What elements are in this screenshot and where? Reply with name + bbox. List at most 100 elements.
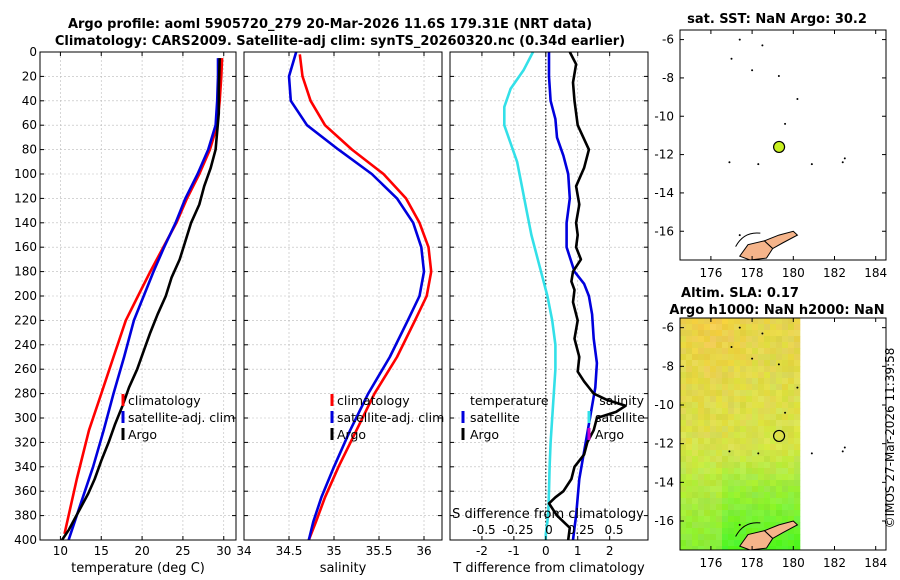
heat-cell [728, 414, 735, 421]
heat-cell [782, 498, 789, 505]
heat-cell [686, 546, 693, 550]
heat-cell [770, 396, 777, 403]
heat-cell [746, 414, 753, 421]
heat-cell [740, 390, 747, 397]
y-tick-label: 180 [14, 265, 37, 279]
heat-cell [692, 402, 699, 409]
heat-cell [704, 522, 711, 529]
heat-cell [782, 378, 789, 385]
heat-cell [776, 492, 783, 499]
heat-cell [722, 486, 729, 493]
legend-label: climatology [128, 393, 201, 408]
islet-dot [784, 411, 787, 414]
heat-cell [734, 426, 741, 433]
heat-cell [710, 438, 717, 445]
heat-cell [704, 378, 711, 385]
heat-cell [728, 408, 735, 415]
heat-cell [746, 516, 753, 523]
heat-cell [794, 360, 801, 367]
heat-cell [794, 528, 801, 535]
heat-cell [758, 516, 765, 523]
heat-cell [764, 366, 771, 373]
heat-cell [794, 456, 801, 463]
heat-cell [728, 354, 735, 361]
heat-cell [710, 366, 717, 373]
heat-cell [770, 402, 777, 409]
heat-cell [728, 396, 735, 403]
heat-cell [680, 324, 687, 331]
heat-cell [722, 390, 729, 397]
heat-cell [782, 510, 789, 517]
heat-cell [776, 336, 783, 343]
heat-cell [710, 528, 717, 535]
heat-cell [716, 462, 723, 469]
heat-cell [698, 330, 705, 337]
heat-cell [752, 384, 759, 391]
heat-cell [770, 438, 777, 445]
heat-cell [788, 342, 795, 349]
x-axis-label: salinity [320, 561, 367, 576]
sla-heatmap [680, 318, 801, 550]
heat-cell [734, 444, 741, 451]
y-tick-label: 280 [14, 387, 37, 401]
heat-cell [782, 360, 789, 367]
heat-cell [788, 396, 795, 403]
heat-cell [692, 318, 699, 325]
heat-cell [740, 360, 747, 367]
heat-cell [716, 330, 723, 337]
heat-cell [746, 396, 753, 403]
heat-cell [722, 426, 729, 433]
heat-cell [794, 414, 801, 421]
heat-cell [776, 426, 783, 433]
heat-cell [782, 336, 789, 343]
heat-cell [698, 324, 705, 331]
heat-cell [740, 492, 747, 499]
heat-cell [698, 528, 705, 535]
heat-cell [734, 366, 741, 373]
heat-cell [764, 318, 771, 325]
heat-cell [752, 498, 759, 505]
heat-cell [704, 384, 711, 391]
heat-cell [680, 372, 687, 379]
islet-dot [761, 332, 764, 335]
heat-cell [728, 384, 735, 391]
heat-cell [704, 498, 711, 505]
heat-cell [740, 516, 747, 523]
heat-cell [680, 534, 687, 541]
heat-cell [728, 378, 735, 385]
heat-cell [752, 504, 759, 511]
heat-cell [764, 444, 771, 451]
heat-cell [686, 480, 693, 487]
heat-cell [728, 366, 735, 373]
legend-title: temperature [470, 393, 549, 408]
heat-cell [716, 414, 723, 421]
heat-cell [770, 372, 777, 379]
heat-cell [788, 432, 795, 439]
heat-cell [680, 498, 687, 505]
heat-cell [692, 444, 699, 451]
heat-cell [722, 360, 729, 367]
heat-cell [758, 330, 765, 337]
heat-cell [776, 414, 783, 421]
heat-cell [728, 504, 735, 511]
heat-cell [788, 516, 795, 523]
heat-cell [734, 540, 741, 547]
heat-cell [710, 510, 717, 517]
heat-cell [728, 372, 735, 379]
heat-cell [692, 342, 699, 349]
heat-cell [710, 486, 717, 493]
heat-cell [722, 348, 729, 355]
heat-cell [698, 492, 705, 499]
heat-cell [782, 444, 789, 451]
heat-cell [680, 366, 687, 373]
heat-cell [746, 522, 753, 529]
heat-cell [746, 426, 753, 433]
heat-cell [794, 348, 801, 355]
heat-cell [680, 390, 687, 397]
heat-cell [704, 480, 711, 487]
temperature-panel: 0 20 40 60 80 100 120 140 160 180 200 220 240 260 280 3… [14, 45, 237, 576]
heat-cell [770, 516, 777, 523]
heat-cell [752, 396, 759, 403]
heat-cell [686, 522, 693, 529]
heat-cell [734, 456, 741, 463]
